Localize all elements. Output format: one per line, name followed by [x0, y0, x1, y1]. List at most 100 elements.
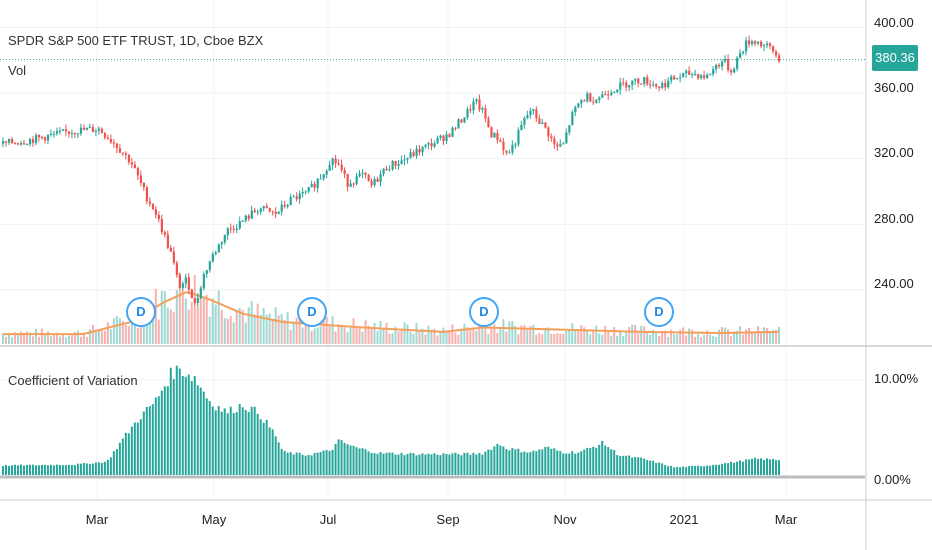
volume-bar — [373, 322, 376, 344]
candle-body — [499, 140, 502, 142]
volume-bar — [646, 332, 649, 344]
cov-bar — [538, 449, 541, 475]
candle-body — [91, 127, 95, 132]
volume-bar — [97, 329, 100, 344]
dividend-marker[interactable]: D — [297, 297, 327, 327]
volume-bar — [577, 329, 580, 344]
cov-bar — [190, 381, 193, 475]
candle-body — [196, 297, 199, 303]
candle-body — [544, 122, 547, 128]
volume-bar — [757, 325, 760, 344]
candle-body — [70, 133, 74, 135]
cov-bar — [340, 440, 343, 475]
cov-bar — [469, 454, 472, 475]
candle-body — [118, 148, 122, 153]
candle-body — [751, 41, 754, 45]
volume-bar — [457, 334, 460, 344]
volume-bar — [289, 329, 292, 344]
volume-bar — [244, 322, 247, 344]
volume-bar — [583, 327, 586, 344]
volume-bar — [637, 332, 640, 344]
cov-bar — [10, 465, 13, 475]
volume-bar — [559, 333, 562, 344]
cov-bar — [496, 443, 499, 475]
candle-body — [232, 228, 235, 230]
cov-bar — [592, 446, 595, 475]
cov-bar — [13, 464, 16, 475]
volume-bar — [331, 316, 334, 344]
cov-bar — [673, 467, 676, 475]
dividend-marker[interactable]: D — [469, 297, 499, 327]
cov-bar — [433, 453, 436, 475]
volume-bar — [211, 298, 214, 344]
candle-body — [418, 148, 421, 153]
volume-bar — [226, 318, 229, 344]
volume-bar — [424, 334, 427, 344]
candle-body — [364, 172, 367, 175]
candle-body — [508, 152, 511, 154]
candle-body — [37, 135, 41, 138]
candle-body — [277, 211, 280, 214]
cov-bar — [451, 453, 454, 475]
candle-body — [409, 152, 412, 158]
volume-bar — [406, 324, 409, 344]
candle-body — [352, 183, 355, 185]
candle-body — [658, 86, 661, 89]
candle-body — [334, 158, 337, 164]
volume-bar — [304, 325, 307, 344]
volume-bar — [385, 322, 388, 344]
candle-body — [574, 107, 577, 113]
time-label: Sep — [436, 512, 460, 527]
candle-body — [226, 228, 229, 236]
volume-bar — [394, 326, 397, 344]
cov-bar — [703, 466, 706, 475]
cov-bar — [274, 436, 277, 475]
candle-body — [577, 103, 580, 108]
cov-bar — [760, 458, 763, 475]
volume-bar — [778, 326, 780, 344]
candle-body — [397, 163, 400, 166]
candle-body — [427, 143, 430, 145]
cov-bar — [313, 452, 316, 475]
volume-bar — [463, 323, 466, 344]
candle-body — [571, 112, 574, 126]
candle-body — [478, 99, 481, 110]
cov-bar — [184, 376, 187, 475]
volume-bar — [619, 330, 622, 344]
candle-body — [757, 41, 760, 44]
candle-body — [463, 117, 466, 123]
dividend-marker[interactable]: D — [644, 297, 674, 327]
volume-bar — [190, 301, 193, 344]
cov-bar — [436, 454, 439, 475]
volume-bar — [580, 324, 583, 344]
candle-body — [202, 274, 205, 289]
candle-body — [394, 160, 397, 166]
dividend-marker[interactable]: D — [126, 297, 156, 327]
candle-body — [79, 127, 83, 134]
volume-bar — [529, 325, 532, 344]
candle-body — [745, 40, 748, 52]
cov-bar — [385, 452, 388, 475]
cov-bar — [685, 467, 688, 475]
cov-bar — [154, 397, 157, 475]
candle-body — [46, 134, 50, 141]
cov-bar — [412, 453, 415, 475]
volume-bar — [10, 337, 13, 344]
cov-bar — [97, 462, 100, 475]
volume-bar — [292, 321, 295, 344]
cov-bar — [40, 464, 43, 475]
cov-bar — [4, 464, 7, 475]
volume-bar — [82, 333, 85, 344]
cov-bar — [664, 465, 667, 475]
volume-bar — [235, 309, 238, 344]
cov-bar — [391, 452, 394, 475]
cov-bar — [268, 427, 271, 475]
volume-bar — [448, 330, 451, 344]
candle-body — [562, 143, 565, 145]
candle-body — [151, 203, 155, 210]
candle-body — [604, 94, 607, 96]
candle-body — [778, 55, 781, 62]
candle-body — [157, 214, 160, 219]
volume-bar — [277, 315, 280, 344]
